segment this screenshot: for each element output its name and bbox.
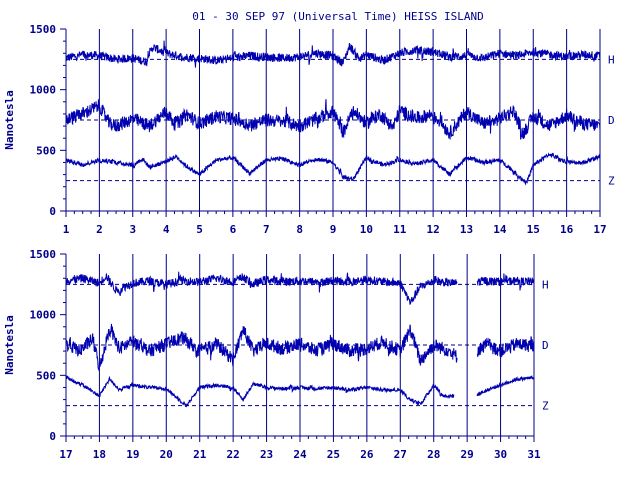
x-tick-label: 1 xyxy=(63,223,70,236)
x-tick-label: 24 xyxy=(293,448,307,461)
chart-title: 01 - 30 SEP 97 (Universal Time) HEISS IS… xyxy=(192,10,483,23)
x-tick-label: 31 xyxy=(527,448,541,461)
x-tick-label: 3 xyxy=(129,223,136,236)
series-label-d: D xyxy=(608,114,615,127)
y-tick-label: 1000 xyxy=(30,309,57,322)
x-tick-label: 17 xyxy=(593,223,606,236)
x-tick-label: 14 xyxy=(493,223,507,236)
panel-bottom: 0 500 1000 1500 17 18 19 20 21 22 23 24 25 26 27 28 29 30… xyxy=(3,248,549,461)
x-tick-label: 23 xyxy=(260,448,273,461)
x-tick-label: 28 xyxy=(427,448,440,461)
x-tick-label: 27 xyxy=(394,448,407,461)
y-tick-label: 0 xyxy=(49,205,56,218)
y-tick-label: 500 xyxy=(36,144,56,157)
x-tick-label: 21 xyxy=(193,448,207,461)
x-tick-label: 12 xyxy=(427,223,440,236)
x-tick-label: 20 xyxy=(160,448,173,461)
x-tick-label: 16 xyxy=(560,223,574,236)
trace-d xyxy=(476,336,535,358)
series-label-d: D xyxy=(542,339,549,352)
y-tick-label: 1500 xyxy=(30,23,57,36)
trace-z xyxy=(476,375,535,397)
x-tick-label: 8 xyxy=(296,223,303,236)
trace-z xyxy=(65,152,601,186)
x-tick-label: 2 xyxy=(96,223,103,236)
x-tick-label: 13 xyxy=(460,223,473,236)
x-tick-label: 30 xyxy=(494,448,507,461)
x-tick-label: 15 xyxy=(527,223,540,236)
series-label-z: Z xyxy=(542,400,549,413)
series-label-h: H xyxy=(608,53,615,66)
x-tick-label: 11 xyxy=(393,223,407,236)
y-tick-label: 500 xyxy=(36,369,56,382)
x-tick-label: 4 xyxy=(163,223,170,236)
x-tick-label: 29 xyxy=(461,448,474,461)
x-tick-label: 17 xyxy=(59,448,72,461)
y-tick-label: 1500 xyxy=(30,248,57,261)
y-axis-label: Nanotesla xyxy=(3,90,16,150)
x-tick-label: 25 xyxy=(327,448,340,461)
trace-h xyxy=(65,271,458,305)
trace-h xyxy=(65,40,601,68)
series-label-z: Z xyxy=(608,175,615,188)
x-tick-label: 7 xyxy=(263,223,270,236)
trace-d xyxy=(65,99,601,140)
trace-d xyxy=(65,323,458,371)
y-tick-label: 0 xyxy=(49,430,56,443)
series-label-h: H xyxy=(542,278,549,291)
trace-h xyxy=(476,273,535,291)
x-tick-label: 10 xyxy=(360,223,373,236)
trace-z xyxy=(65,375,455,408)
x-tick-label: 22 xyxy=(227,448,240,461)
x-tick-label: 19 xyxy=(126,448,139,461)
x-tick-label: 6 xyxy=(230,223,237,236)
x-tick-label: 5 xyxy=(196,223,203,236)
x-tick-label: 26 xyxy=(360,448,374,461)
y-axis-label: Nanotesla xyxy=(3,315,16,375)
x-tick-label: 18 xyxy=(93,448,106,461)
x-tick-label: 9 xyxy=(330,223,337,236)
y-tick-label: 1000 xyxy=(30,84,57,97)
